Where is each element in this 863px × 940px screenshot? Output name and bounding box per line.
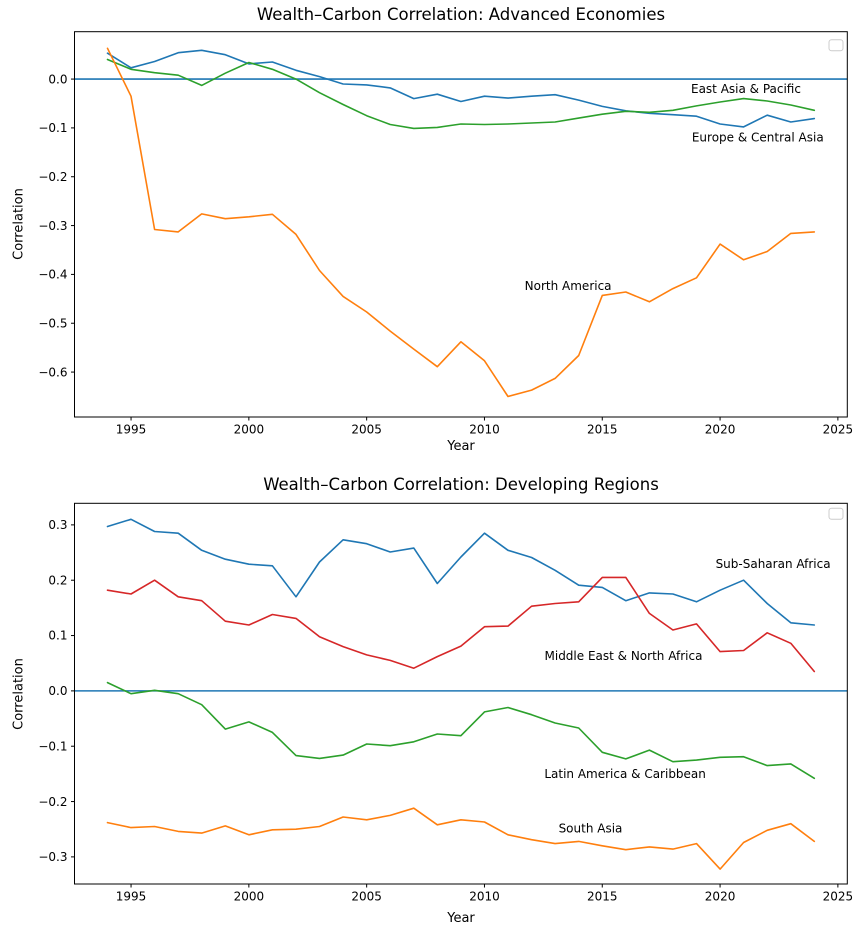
chart-developing-regions: 1995 2000 2005 2010 2015 2020 2025 0.3 0.2 0.1 0.0… <box>38 502 854 904</box>
y-tick-label: −0.4 <box>38 268 67 282</box>
annotation-south-asia: South Asia <box>559 822 623 836</box>
series-line-sub-saharan-africa <box>106 518 816 626</box>
y-axis-label-advanced: Correlation <box>11 188 27 260</box>
x-tick-label: 2010 <box>469 423 500 437</box>
y-tick-label: 0.0 <box>48 72 67 86</box>
y-tick-label: 0.2 <box>48 573 67 587</box>
chart-advanced-economies: 1995 2000 2005 2010 2015 2020 2025 0.0 −0.1 −0.2 −… <box>38 31 854 437</box>
legend-box <box>828 39 844 52</box>
y-tick-label: 0.3 <box>48 518 67 532</box>
y-tick-label: −0.3 <box>38 850 67 864</box>
annotation-europe-central-asia: Europe & Central Asia <box>692 131 824 145</box>
series-line-europe-central-asia <box>106 58 816 130</box>
chart-title-advanced-economies: Wealth–Carbon Correlation: Advanced Econ… <box>256 5 666 24</box>
x-tick-label: 2005 <box>351 423 382 437</box>
x-tick-label: 2020 <box>705 423 736 437</box>
y-axis-label-developing: Correlation <box>11 658 27 730</box>
annotation-sub-saharan-africa: Sub-Saharan Africa <box>716 557 831 571</box>
x-tick-label: 2015 <box>587 423 618 437</box>
chart-title-developing-regions: Wealth–Carbon Correlation: Developing Re… <box>263 475 659 494</box>
x-tick-label: 2005 <box>351 890 382 904</box>
x-axis-label-advanced: Year <box>447 439 475 454</box>
x-tick-label: 1995 <box>116 890 147 904</box>
annotation-latin-america-caribbean: Latin America & Caribbean <box>544 767 706 781</box>
x-tick-label: 2025 <box>823 423 854 437</box>
annotation-middle-east-north-africa: Middle East & North Africa <box>545 649 703 663</box>
series-line-south-asia <box>106 807 816 870</box>
y-tick-label: 0.1 <box>48 629 67 643</box>
y-tick-label: −0.5 <box>38 316 67 330</box>
y-tick-label: −0.1 <box>38 739 67 753</box>
y-tick-label: −0.1 <box>38 121 67 135</box>
x-axis-label-developing: Year <box>447 911 475 926</box>
annotation-north-america: North America <box>525 279 612 293</box>
x-tick-label: 2025 <box>823 890 854 904</box>
series-line-middle-east-north-africa <box>106 576 816 673</box>
axes-frame <box>74 31 848 418</box>
y-tick-label: −0.2 <box>38 170 67 184</box>
x-tick-label: 2000 <box>234 423 265 437</box>
x-tick-label: 1995 <box>116 423 147 437</box>
axes-frame <box>74 502 848 885</box>
x-tick-label: 2015 <box>587 890 618 904</box>
series-line-latin-america-caribbean <box>106 681 816 780</box>
y-tick-label: 0.0 <box>48 684 67 698</box>
x-tick-label: 2020 <box>705 890 736 904</box>
x-tick-label: 2010 <box>469 890 500 904</box>
y-tick-label: −0.6 <box>38 365 67 379</box>
series-line-east-asia-pacific <box>106 49 816 128</box>
x-tick-label: 2000 <box>234 890 265 904</box>
legend-box <box>828 507 844 520</box>
y-tick-label: −0.2 <box>38 795 67 809</box>
annotation-east-asia-pacific: East Asia & Pacific <box>691 82 801 96</box>
y-tick-label: −0.3 <box>38 219 67 233</box>
series-line-north-america <box>106 47 816 398</box>
